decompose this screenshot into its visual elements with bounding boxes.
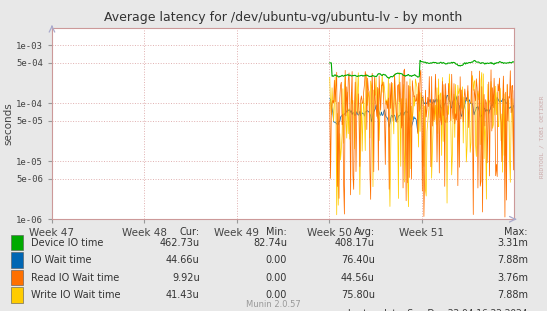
Y-axis label: seconds: seconds (3, 102, 13, 145)
Text: Max:: Max: (504, 227, 528, 237)
Text: RRDTOOL / TOBI OETIKER: RRDTOOL / TOBI OETIKER (539, 95, 544, 178)
Title: Average latency for /dev/ubuntu-vg/ubuntu-lv - by month: Average latency for /dev/ubuntu-vg/ubunt… (104, 11, 462, 24)
Text: 75.80u: 75.80u (341, 290, 375, 300)
Text: 0.00: 0.00 (266, 290, 287, 300)
Text: Cur:: Cur: (179, 227, 200, 237)
Bar (11, 287, 23, 303)
Text: Min:: Min: (266, 227, 287, 237)
Text: 462.73u: 462.73u (160, 238, 200, 248)
Text: 82.74u: 82.74u (253, 238, 287, 248)
Text: 0.00: 0.00 (266, 272, 287, 282)
Text: 0.00: 0.00 (266, 255, 287, 265)
Text: 7.88m: 7.88m (497, 255, 528, 265)
Text: Avg:: Avg: (353, 227, 375, 237)
Text: 41.43u: 41.43u (166, 290, 200, 300)
Text: 7.88m: 7.88m (497, 290, 528, 300)
Text: 9.92u: 9.92u (172, 272, 200, 282)
Text: 408.17u: 408.17u (335, 238, 375, 248)
Text: Read IO Wait time: Read IO Wait time (31, 272, 119, 282)
Text: 3.76m: 3.76m (497, 272, 528, 282)
Bar (11, 235, 23, 250)
Bar (11, 252, 23, 268)
Text: 44.56u: 44.56u (341, 272, 375, 282)
Bar (11, 270, 23, 285)
Text: 44.66u: 44.66u (166, 255, 200, 265)
Text: IO Wait time: IO Wait time (31, 255, 92, 265)
Text: Munin 2.0.57: Munin 2.0.57 (246, 300, 301, 309)
Text: Write IO Wait time: Write IO Wait time (31, 290, 121, 300)
Text: 3.31m: 3.31m (497, 238, 528, 248)
Text: 76.40u: 76.40u (341, 255, 375, 265)
Text: Device IO time: Device IO time (31, 238, 103, 248)
Text: Last update: Sun Dec 22 04:16:22 2024: Last update: Sun Dec 22 04:16:22 2024 (348, 309, 528, 311)
